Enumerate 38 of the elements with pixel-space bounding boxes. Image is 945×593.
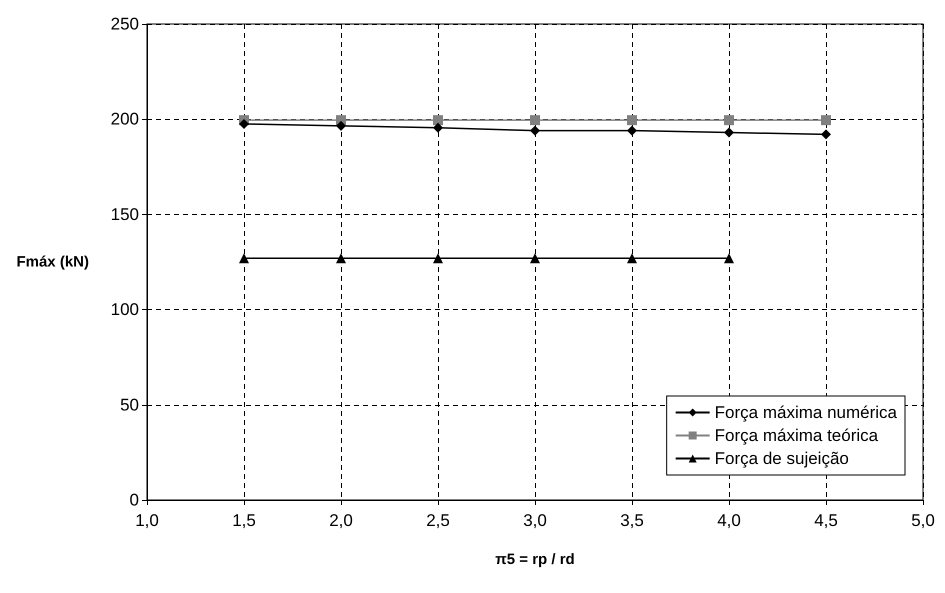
x-tick-label: 2,5 <box>426 511 450 530</box>
y-tick-label: 150 <box>110 204 139 224</box>
point <box>724 115 734 126</box>
point <box>336 253 346 264</box>
x-tick-label: 1,0 <box>135 511 159 530</box>
point <box>627 253 637 264</box>
legend-label: Força de sujeição <box>714 449 849 468</box>
point <box>239 253 249 264</box>
point <box>530 115 540 126</box>
y-tick-label: 0 <box>130 490 139 510</box>
point <box>821 115 831 126</box>
point <box>821 129 831 140</box>
x-tick-label: 2,0 <box>329 511 353 530</box>
point <box>627 126 637 136</box>
point <box>433 253 443 264</box>
point <box>530 253 540 264</box>
x-axis-title: π5 = rp / rd <box>495 551 575 568</box>
y-axis-title: Fmáx (kN) <box>16 254 89 270</box>
y-tick-label: 50 <box>120 395 139 414</box>
legend-label: Força máxima teórica <box>714 426 879 445</box>
point <box>724 253 734 264</box>
point <box>239 118 249 129</box>
point <box>433 115 443 126</box>
y-tick-label: 250 <box>110 14 139 34</box>
point <box>530 126 540 136</box>
x-tick-label: 3,5 <box>620 511 644 530</box>
point <box>336 120 346 131</box>
point <box>724 128 734 138</box>
x-tick-label: 3,0 <box>523 511 547 530</box>
point <box>433 122 443 133</box>
point <box>627 115 637 126</box>
x-tick-label: 5,0 <box>911 511 935 530</box>
x-tick-label: 4,5 <box>814 511 838 530</box>
x-tick-label: 1,5 <box>232 511 256 530</box>
legend-label: Força máxima numérica <box>714 403 898 422</box>
x-tick-label: 4,0 <box>717 511 741 530</box>
y-tick-label: 100 <box>110 300 139 320</box>
y-tick-label: 200 <box>110 110 139 129</box>
